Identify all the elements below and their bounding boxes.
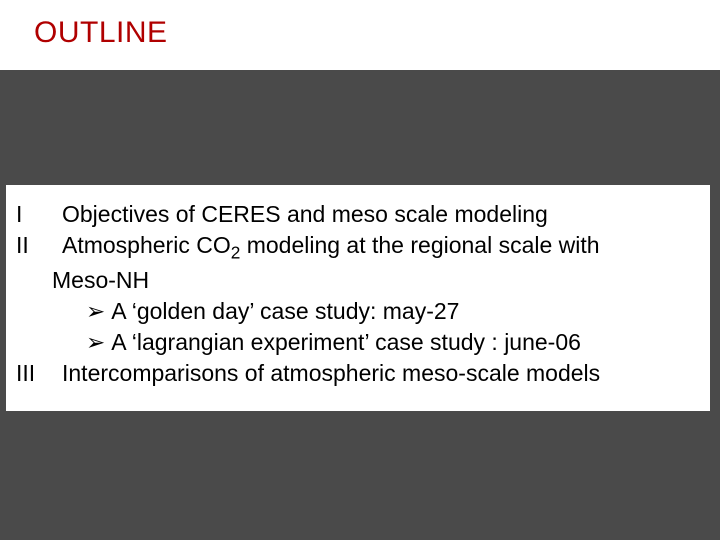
chevron-right-icon: ➢: [86, 327, 105, 358]
outline-item-3: IIIIntercomparisons of atmospheric meso-…: [16, 358, 700, 389]
item-numeral: III: [16, 358, 62, 389]
title-band: OUTLINE: [0, 0, 720, 70]
bullet-text: A ‘lagrangian experiment’ case study : j…: [111, 329, 581, 355]
item-numeral: II: [16, 230, 62, 261]
slide-title: OUTLINE: [34, 16, 168, 50]
outline-item-2: IIAtmospheric CO2 modeling at the region…: [16, 230, 700, 265]
subscript: 2: [231, 243, 241, 263]
outline-item-2-cont: Meso-NH: [16, 265, 700, 296]
sub-bullet-1: ➢A ‘golden day’ case study: may-27: [16, 296, 700, 327]
item-text-part: modeling at the regional scale with: [240, 232, 599, 258]
item-text: Atmospheric CO2 modeling at the regional…: [62, 232, 600, 258]
item-text-part: Atmospheric CO: [62, 232, 231, 258]
outline-item-1: IObjectives of CERES and meso scale mode…: [16, 199, 700, 230]
sub-bullet-2: ➢A ‘lagrangian experiment’ case study : …: [16, 327, 700, 358]
chevron-right-icon: ➢: [86, 296, 105, 327]
item-text: Intercomparisons of atmospheric meso-sca…: [62, 360, 600, 386]
outline-content: IObjectives of CERES and meso scale mode…: [6, 185, 710, 411]
item-text: Objectives of CERES and meso scale model…: [62, 201, 548, 227]
bullet-text: A ‘golden day’ case study: may-27: [111, 298, 459, 324]
item-numeral: I: [16, 199, 62, 230]
item-text: Meso-NH: [52, 267, 149, 293]
slide: OUTLINE IObjectives of CERES and meso sc…: [0, 0, 720, 540]
